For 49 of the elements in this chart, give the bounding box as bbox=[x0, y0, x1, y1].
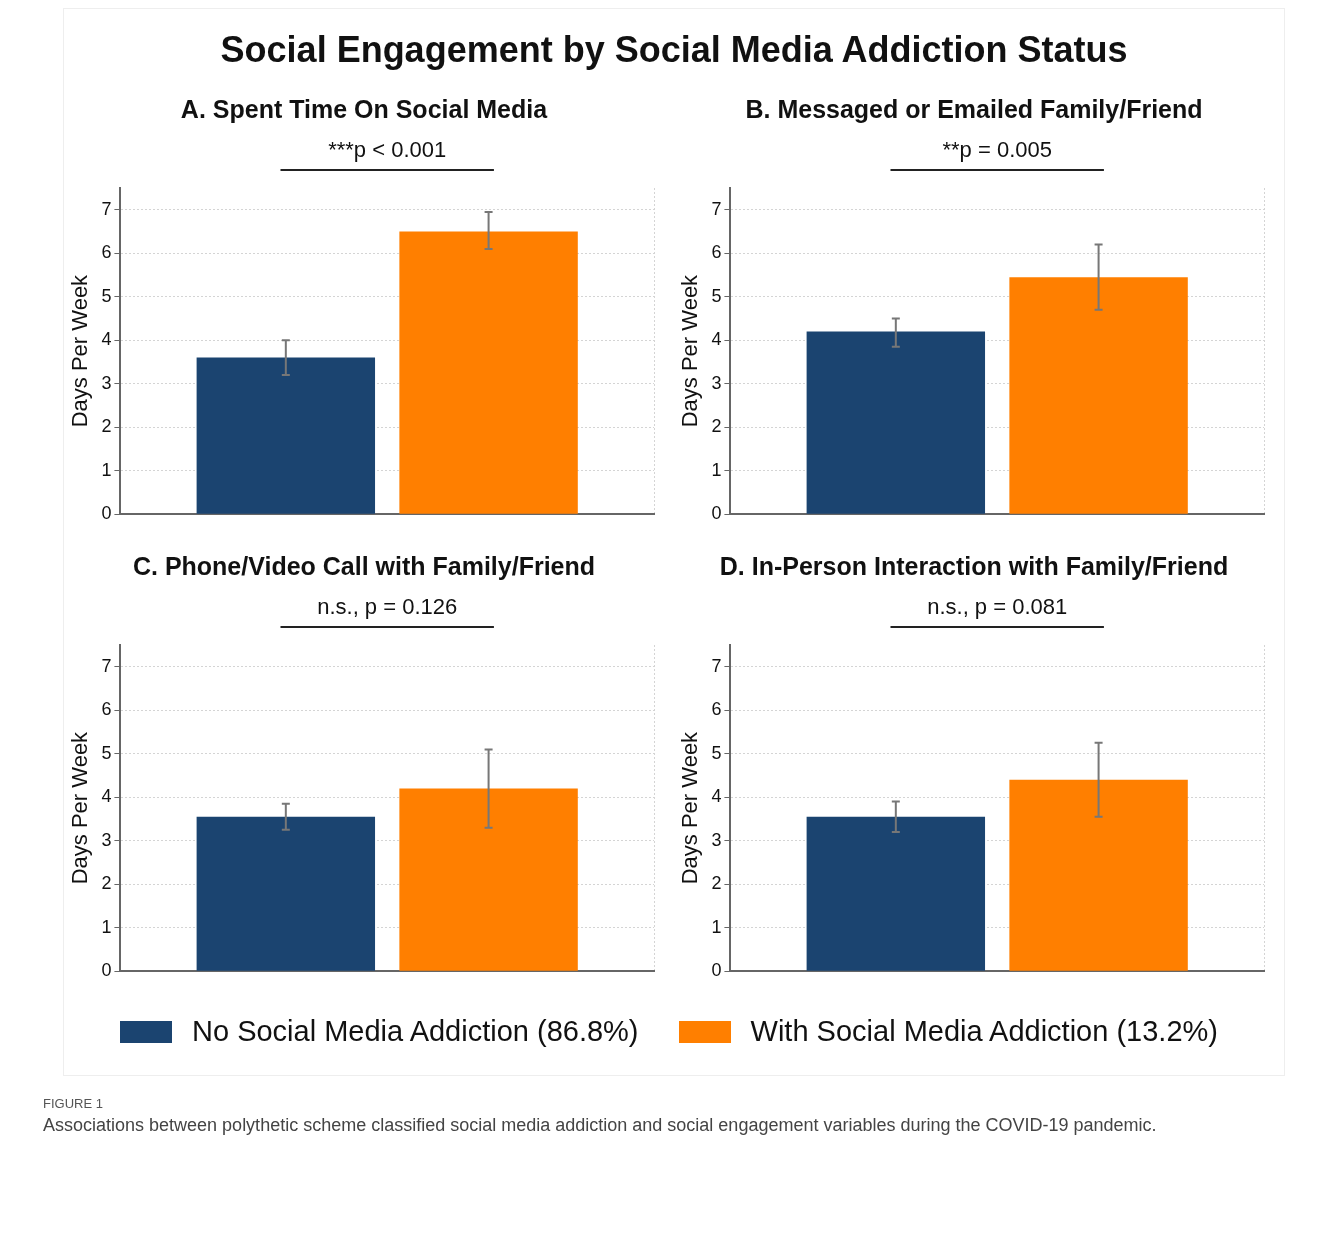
y-tick-label: 7 bbox=[711, 198, 722, 219]
text: Associations between polythetic scheme classified social media addiction and social engagement variables during the COVID-19 pandemic. bbox=[43, 1115, 1158, 1136]
y-tick-label: 3 bbox=[711, 372, 722, 393]
y-tick-label: 3 bbox=[711, 829, 722, 850]
y-tick-label: 5 bbox=[101, 742, 112, 763]
y-tick-label: 4 bbox=[101, 329, 112, 350]
y-tick-label: 1 bbox=[711, 459, 722, 480]
caption: FIGURE 1 bbox=[43, 1096, 104, 1111]
chart-title: B. Messaged or Emailed Family/Friend bbox=[744, 95, 1204, 124]
legend-label: With Social Media Addiction (13.2%) bbox=[750, 1015, 1218, 1048]
chart-title: D. In-Person Interaction with Family/Friend bbox=[718, 552, 1230, 581]
y-tick-label: 1 bbox=[711, 916, 722, 937]
y-tick-label: 7 bbox=[711, 655, 722, 676]
y-tick-label: 5 bbox=[711, 742, 722, 763]
text: ***p < 0.001 bbox=[328, 137, 447, 163]
y-tick-label: 0 bbox=[711, 503, 722, 524]
y-tick-label: 2 bbox=[101, 416, 112, 437]
y-tick-label: 0 bbox=[711, 960, 722, 981]
y-tick-label: 6 bbox=[101, 699, 112, 720]
y-tick-label: 2 bbox=[711, 416, 722, 437]
y-axis-title: Days Per Week bbox=[67, 730, 93, 885]
y-tick-label: 5 bbox=[101, 285, 112, 306]
chart-title: C. Phone/Video Call with Family/Friend bbox=[131, 552, 597, 581]
y-tick-label: 3 bbox=[101, 372, 112, 393]
text: n.s., p = 0.081 bbox=[927, 594, 1068, 620]
text: **p = 0.005 bbox=[942, 137, 1052, 163]
y-tick-label: 7 bbox=[101, 198, 112, 219]
chart-title: A. Spent Time On Social Media bbox=[179, 95, 549, 124]
y-tick-label: 4 bbox=[101, 786, 112, 807]
y-tick-label: 1 bbox=[101, 916, 112, 937]
y-tick-label: 1 bbox=[101, 459, 112, 480]
y-tick-label: 2 bbox=[711, 873, 722, 894]
y-tick-label: 6 bbox=[101, 242, 112, 263]
y-tick-label: 6 bbox=[711, 242, 722, 263]
y-tick-label: 3 bbox=[101, 829, 112, 850]
y-tick-label: 2 bbox=[101, 873, 112, 894]
y-axis-title: Days Per Week bbox=[67, 273, 93, 428]
y-tick-label: 7 bbox=[101, 655, 112, 676]
y-tick-label: 5 bbox=[711, 285, 722, 306]
y-axis-title: Days Per Week bbox=[677, 273, 703, 428]
y-tick-label: 6 bbox=[711, 699, 722, 720]
legend-label: No Social Media Addiction (86.8%) bbox=[192, 1015, 639, 1048]
y-tick-label: 4 bbox=[711, 329, 722, 350]
y-tick-label: 0 bbox=[101, 503, 112, 524]
y-tick-label: 0 bbox=[101, 960, 112, 981]
text: Social Engagement by Social Media Addiction Status bbox=[219, 29, 1129, 71]
y-axis-title: Days Per Week bbox=[677, 730, 703, 885]
y-tick-label: 4 bbox=[711, 786, 722, 807]
text: n.s., p = 0.126 bbox=[317, 594, 458, 620]
